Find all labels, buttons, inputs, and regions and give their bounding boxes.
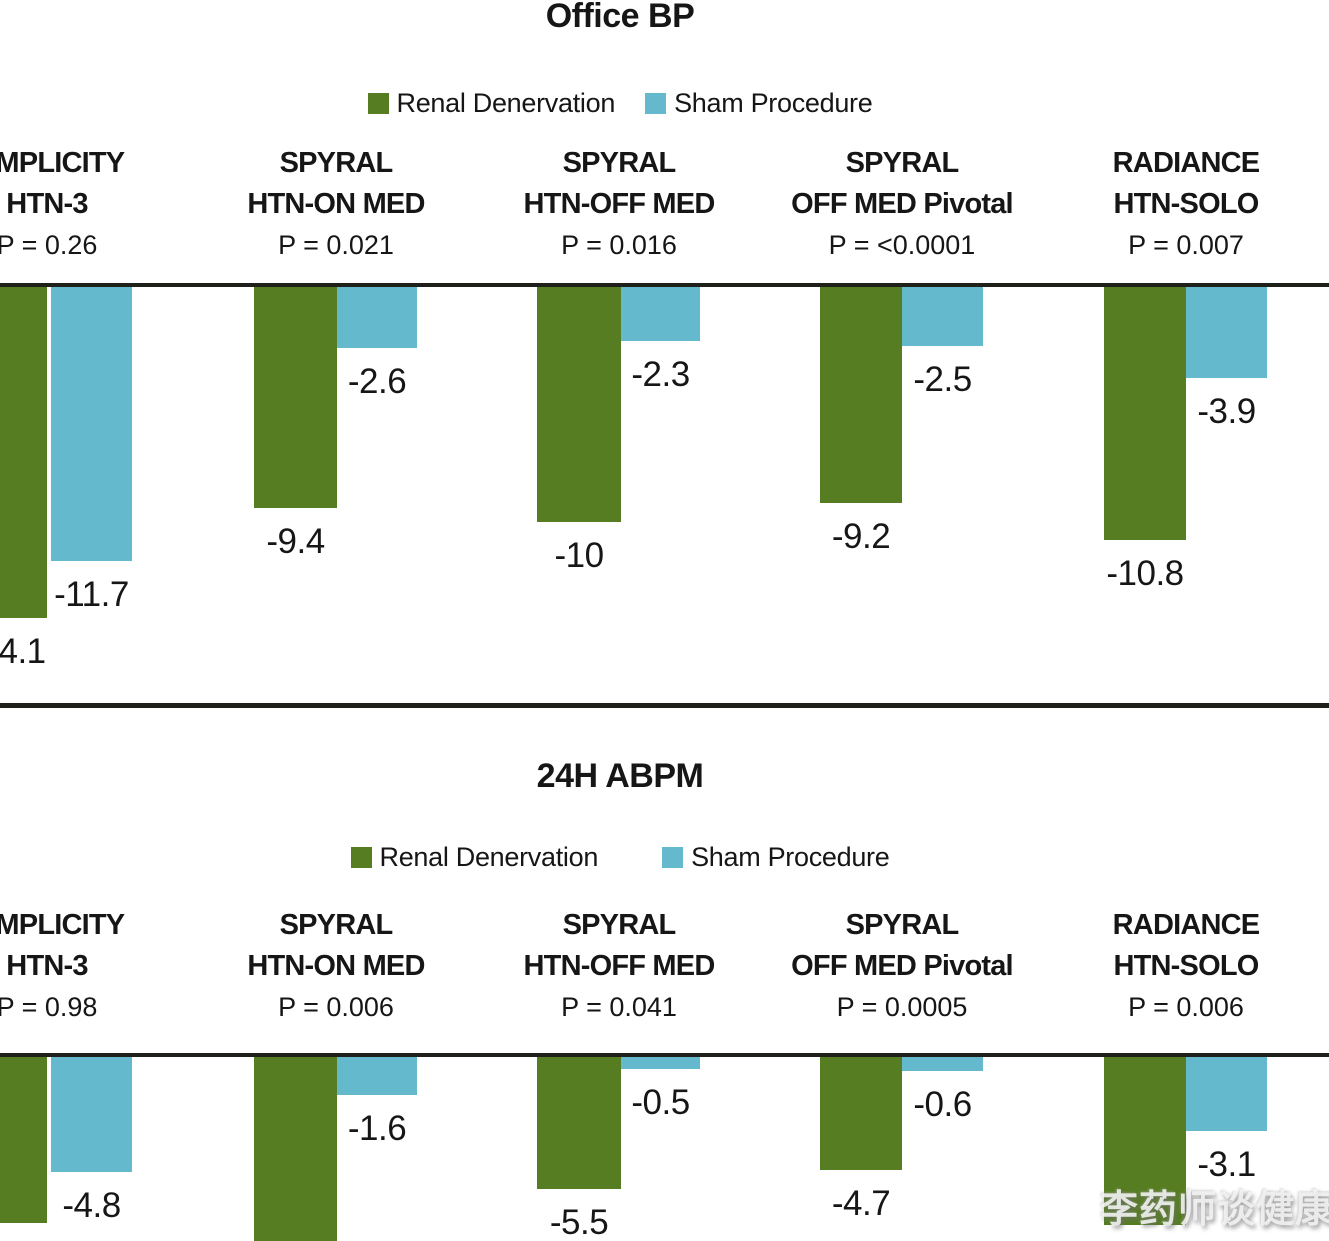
legend-label: Renal Denervation [379,842,599,872]
bar-sham-radiance-htn-solo [1186,1057,1267,1131]
bar-value-label-renal-radiance-htn-solo: -10.8 [1106,554,1184,593]
trial-name-line1: SPYRAL [279,909,394,941]
bar-sham-spyral-htn-on-med [337,287,417,348]
trial-name-line2: HTN-3 [6,950,88,982]
bar-renal-spyral-htn-off-med [537,287,621,522]
bar-value-label-sham-radiance-htn-solo: -3.1 [1197,1145,1256,1184]
bar-sham-spyral-htn-off-med [621,287,700,341]
trial-name-line1: RADIANCE [1112,147,1260,179]
panel-divider [0,703,1329,708]
panel-title-24h-abpm: 24H ABPM [536,757,704,795]
legend-item-renal-denervation: Renal Denervation [367,88,616,119]
p-value: P = 0.98 [0,992,98,1022]
bar-sham-simplicity-htn-3 [51,287,132,561]
bar-sham-simplicity-htn-3 [51,1057,132,1172]
bar-value-label-sham-simplicity-htn-3: -4.8 [62,1186,121,1225]
bar-value-label-renal-spyral-htn-on-med: -9.4 [266,522,325,561]
bar-sham-spyral-htn-on-med [337,1057,417,1095]
trial-header-spyral-htn-on-med: SPYRAL HTN-ON MED P = 0.006 [186,905,486,1028]
trial-header-spyral-htn-off-med: SPYRAL HTN-OFF MED P = 0.041 [469,905,769,1028]
bar-renal-spyral-htn-on-med [254,1057,337,1241]
panel-title-office-bp: Office BP [545,0,695,35]
bar-sham-spyral-off-med-pivotal [902,1057,983,1071]
p-value: P = 0.041 [561,992,677,1022]
trial-name-line1: RADIANCE [1112,909,1260,941]
legend-swatch-icon [367,93,389,114]
bar-value-label-renal-simplicity-htn-3: -14.1 [0,632,46,671]
trial-name-line2: OFF MED Pivotal [791,188,1013,220]
legend-swatch-icon [645,93,667,114]
trial-name-line2: OFF MED Pivotal [791,950,1013,982]
trial-header-spyral-htn-on-med: SPYRAL HTN-ON MED P = 0.021 [186,143,486,266]
axis-baseline-24h-abpm [0,1053,1329,1057]
bar-value-label-renal-spyral-htn-off-med: -5.5 [549,1203,609,1241]
trial-header-spyral-htn-off-med: SPYRAL HTN-OFF MED P = 0.016 [469,143,769,266]
trial-header-radiance-htn-solo: RADIANCE HTN-SOLO P = 0.006 [1036,905,1329,1028]
p-value: P = 0.007 [1128,230,1244,260]
p-value: P = 0.006 [278,992,394,1022]
bar-value-label-renal-spyral-off-med-pivotal: -9.2 [831,517,891,556]
p-value: P = 0.0005 [836,992,968,1022]
bar-value-label-sham-spyral-off-med-pivotal: -2.5 [913,360,972,399]
trial-name-line1: SPYRAL [845,909,960,941]
bar-renal-radiance-htn-solo [1104,287,1186,540]
trial-name-line2: HTN-OFF MED [523,950,716,982]
trial-header-simplicity-htn-3: SIMPLICITY HTN-3 P = 0.98 [0,905,197,1028]
axis-baseline-office-bp [0,283,1329,287]
bar-value-label-sham-simplicity-htn-3: -11.7 [54,575,129,614]
trial-name-line1: SIMPLICITY [0,147,125,179]
legend-24h-abpm: Renal Denervation Sham Procedure [0,842,1240,873]
bar-renal-simplicity-htn-3 [0,287,47,618]
legend-item-sham-procedure: Sham Procedure [645,88,873,119]
trial-name-line2: HTN-ON MED [247,188,425,220]
bar-value-label-sham-radiance-htn-solo: -3.9 [1197,392,1256,431]
bar-renal-spyral-off-med-pivotal [820,287,902,503]
trial-header-spyral-off-med-pivotal: SPYRAL OFF MED Pivotal P = 0.0005 [752,905,1052,1028]
trial-name-line2: HTN-OFF MED [523,188,716,220]
bar-value-label-sham-spyral-htn-off-med: -2.3 [631,355,690,394]
trial-name-line1: SPYRAL [279,147,394,179]
legend-label: Sham Procedure [691,842,890,872]
trial-name-line1: SPYRAL [845,147,960,179]
p-value: P = 0.021 [278,230,394,260]
legend-label: Renal Denervation [396,88,616,118]
bar-value-label-sham-spyral-htn-off-med: -0.5 [631,1083,690,1122]
trial-header-spyral-off-med-pivotal: SPYRAL OFF MED Pivotal P = <0.0001 [752,143,1052,266]
bar-value-label-renal-spyral-htn-off-med: -10 [554,536,604,575]
legend-swatch-icon [350,847,372,868]
trial-header-simplicity-htn-3: SIMPLICITY HTN-3 P = 0.26 [0,143,197,266]
legend-office-bp: Renal Denervation Sham Procedure [0,88,1240,119]
bar-renal-spyral-htn-off-med [537,1057,621,1189]
trial-name-line2: HTN-ON MED [247,950,425,982]
bar-sham-spyral-off-med-pivotal [902,287,983,346]
bar-renal-radiance-htn-solo [1104,1057,1186,1225]
legend-item-renal-denervation: Renal Denervation [350,842,599,873]
trial-name-line1: SPYRAL [562,147,677,179]
bar-value-label-sham-spyral-htn-on-med: -1.6 [347,1109,407,1148]
trial-name-line2: HTN-SOLO [1113,950,1259,982]
legend-swatch-icon [662,847,684,868]
bar-value-label-renal-spyral-off-med-pivotal: -4.7 [831,1184,891,1223]
bar-sham-spyral-htn-off-med [621,1057,700,1069]
trial-name-line1: SPYRAL [562,909,677,941]
trial-name-line2: HTN-SOLO [1113,188,1259,220]
trial-name-line1: SIMPLICITY [0,909,125,941]
bar-renal-simplicity-htn-3 [0,1057,47,1223]
legend-item-sham-procedure: Sham Procedure [662,842,890,873]
bar-renal-spyral-off-med-pivotal [820,1057,902,1170]
trial-name-line2: HTN-3 [6,188,88,220]
bar-value-label-sham-spyral-off-med-pivotal: -0.6 [913,1085,972,1124]
p-value: P = 0.006 [1128,992,1244,1022]
p-value: P = <0.0001 [828,230,976,260]
legend-label: Sham Procedure [674,88,873,118]
trial-header-radiance-htn-solo: RADIANCE HTN-SOLO P = 0.007 [1036,143,1329,266]
watermark-text: 李药师谈健康 [1100,1189,1329,1231]
bar-value-label-sham-spyral-htn-on-med: -2.6 [347,362,407,401]
p-value: P = 0.016 [561,230,677,260]
bar-renal-spyral-htn-on-med [254,287,337,508]
p-value: P = 0.26 [0,230,98,260]
bar-sham-radiance-htn-solo [1186,287,1267,378]
